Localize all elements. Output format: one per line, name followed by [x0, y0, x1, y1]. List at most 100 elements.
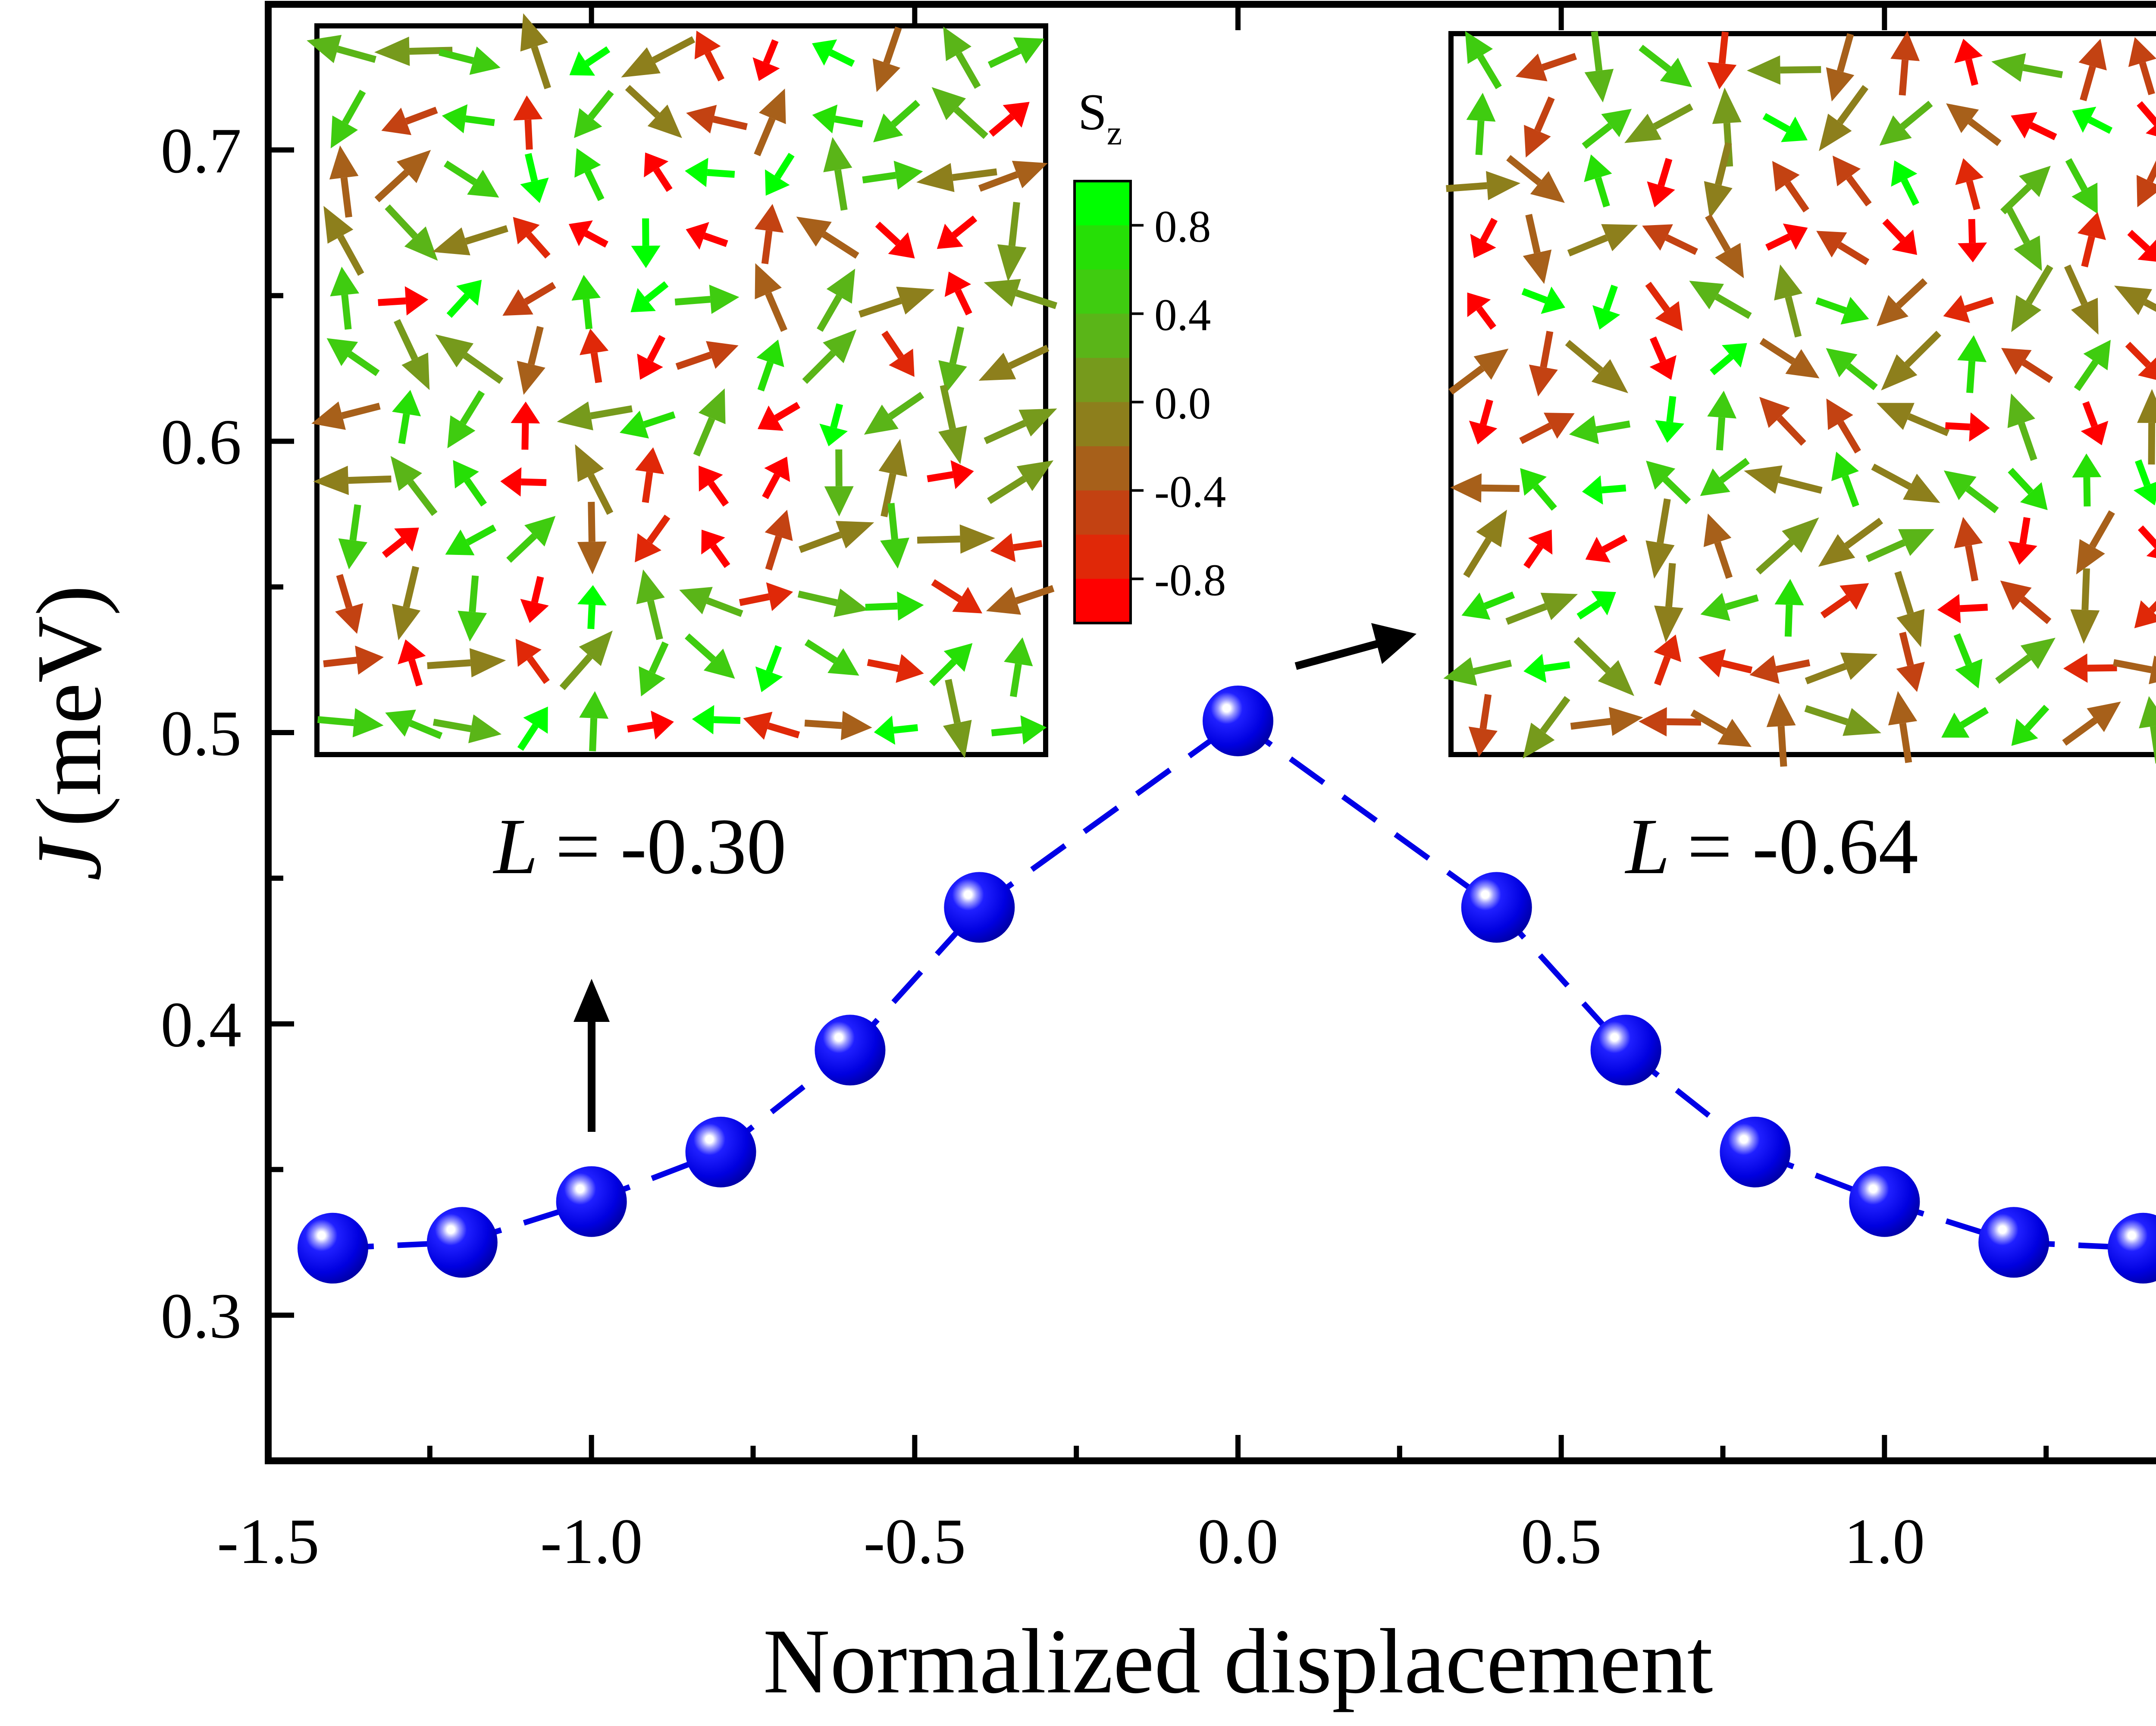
- spin-arrow-shaft: [1899, 632, 1914, 666]
- spin-arrow-head: [520, 13, 548, 52]
- spin-arrow-shaft: [2125, 341, 2151, 368]
- spin-arrow: [447, 390, 485, 448]
- spin-arrow: [398, 639, 426, 687]
- spin-arrow-head: [943, 26, 971, 61]
- spin-arrow-shaft: [987, 47, 1022, 69]
- spin-arrow-head: [619, 410, 649, 439]
- spin-arrow-shaft: [1846, 363, 1878, 391]
- spin-arrow-head: [1530, 171, 1565, 203]
- spin-arrow-shaft: [1805, 663, 1847, 685]
- spin-arrow-shaft: [1716, 417, 1726, 451]
- spin-arrow-shaft: [712, 116, 748, 130]
- spin-arrow-head: [952, 587, 983, 614]
- spin-arrow-head: [326, 338, 358, 366]
- spin-arrow: [2133, 459, 2156, 506]
- spin-arrow: [520, 576, 549, 623]
- spin-arrow-shaft: [527, 326, 544, 365]
- spin-arrow: [1443, 657, 1512, 686]
- spin-arrow-head: [1016, 460, 1054, 491]
- spin-arrow-head: [1624, 113, 1662, 143]
- spin-arrow: [1833, 155, 1872, 207]
- spin-arrow-head: [874, 715, 896, 745]
- spin-arrow-head: [706, 341, 739, 369]
- spin-arrow: [323, 645, 384, 675]
- spin-arrow: [2134, 600, 2156, 629]
- spin-arrow: [1646, 460, 1691, 504]
- spin-arrow: [520, 13, 551, 89]
- spin-arrow-head: [1654, 634, 1681, 662]
- inset-left-annotation: L = -0.30: [492, 802, 787, 891]
- spin-arrow: [432, 714, 502, 743]
- spin-arrow-shaft: [1690, 709, 1727, 735]
- data-point: [556, 1166, 627, 1237]
- spin-arrow-head: [1774, 579, 1804, 606]
- spin-arrow-shaft: [378, 297, 406, 306]
- spin-arrow-head: [500, 467, 522, 497]
- spin-arrow-shaft: [642, 471, 653, 503]
- spin-arrow-shaft: [693, 417, 715, 457]
- spin-arrow-shaft: [2089, 510, 2115, 548]
- spin-arrow-shaft: [2149, 601, 2156, 613]
- spin-arrow-head: [1601, 109, 1632, 138]
- spin-arrow-shaft: [1477, 54, 1502, 89]
- spin-arrow: [872, 26, 902, 92]
- spin-arrow: [559, 630, 613, 690]
- spin-arrow: [1567, 224, 1638, 257]
- spin-arrow-shaft: [590, 405, 633, 420]
- spin-arrow: [878, 439, 908, 517]
- spin-arrow-head: [694, 31, 721, 60]
- spin-arrow-shaft: [2026, 264, 2053, 304]
- spin-arrow-head: [1840, 297, 1869, 325]
- spin-arrow-shaft: [1896, 278, 1927, 308]
- spin-arrow: [2077, 212, 2106, 268]
- spin-arrow-head: [692, 705, 714, 735]
- spin-arrow: [1569, 415, 1631, 445]
- spin-arrow-shaft: [1505, 603, 1547, 625]
- spin-arrow-head: [523, 706, 548, 734]
- spin-arrow-shaft: [984, 420, 1026, 445]
- spin-arrow-shaft: [703, 232, 728, 247]
- spin-arrow: [1519, 413, 1575, 444]
- spin-arrow-head: [709, 285, 740, 314]
- spin-arrow-shaft: [531, 46, 551, 89]
- spin-arrow-shaft: [394, 319, 418, 360]
- spin-arrow-head: [2134, 600, 2156, 629]
- spin-arrow-head: [1470, 234, 1496, 258]
- spin-arrow-head: [329, 145, 359, 180]
- spin-arrow-shaft: [1463, 538, 1492, 578]
- colorbar-band: [1075, 181, 1131, 226]
- spin-arrow-shaft: [463, 352, 504, 384]
- spin-arrow-head: [1465, 31, 1493, 64]
- spin-arrow-head: [577, 541, 607, 575]
- spin-arrow-shaft: [1899, 723, 1912, 763]
- spin-arrow-shaft: [1658, 158, 1673, 187]
- spin-arrow-head: [621, 47, 661, 78]
- spin-arrow-head: [1591, 591, 1616, 616]
- spin-arrow-head: [1772, 161, 1800, 192]
- spin-arrow-shaft: [1506, 155, 1542, 185]
- spin-arrow-head: [1700, 468, 1730, 496]
- spin-arrow: [517, 706, 548, 751]
- inset-right-annotation-value: = -0.64: [1687, 802, 1918, 891]
- spin-arrow-shaft: [439, 49, 474, 64]
- spin-arrow-head: [1896, 661, 1925, 692]
- spin-arrow-head: [1486, 171, 1521, 200]
- spin-arrow-head: [2071, 298, 2099, 335]
- spin-arrow: [986, 585, 1055, 615]
- spin-arrow-head: [937, 223, 963, 249]
- spin-arrow-head: [1647, 181, 1675, 207]
- spin-arrow-head: [1881, 354, 1918, 391]
- spin-arrow-shaft: [802, 350, 836, 384]
- spin-arrow-shaft: [1654, 655, 1671, 686]
- inset-right-annotation-symbol: L: [1624, 802, 1670, 891]
- spin-arrow: [1466, 93, 1496, 155]
- spin-arrow-head: [1955, 658, 1983, 689]
- spin-arrow-shaft: [1710, 354, 1734, 376]
- spin-arrow-head: [381, 107, 412, 135]
- spin-arrow-head: [2078, 38, 2107, 71]
- spin-arrow-shaft: [2082, 401, 2098, 427]
- spin-arrow: [1645, 498, 1675, 579]
- spin-arrow-shaft: [978, 171, 1018, 192]
- y-tick-label: 0.7: [161, 115, 242, 187]
- spin-arrow-shaft: [1015, 585, 1055, 605]
